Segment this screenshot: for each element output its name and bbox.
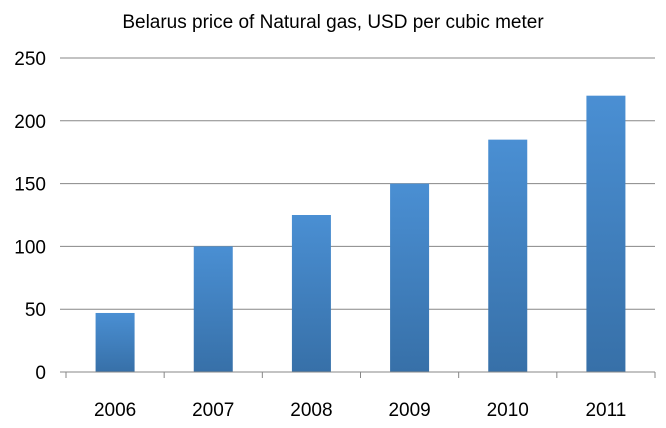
bar-2011 <box>586 95 626 373</box>
x-tick-label: 2006 <box>94 400 136 421</box>
chart-title: Belarus price of Natural gas, USD per cu… <box>122 12 544 33</box>
bar-2007 <box>193 246 233 372</box>
y-tick-label: 0 <box>35 363 46 384</box>
bar-2008 <box>291 215 331 372</box>
y-axis-tick-labels: 0 50 100 150 200 250 <box>14 49 46 384</box>
x-axis <box>60 371 656 378</box>
y-tick-label: 250 <box>14 49 46 70</box>
x-tick-label: 2008 <box>290 400 332 421</box>
x-tick-label: 2010 <box>487 400 529 421</box>
x-tick-label: 2009 <box>388 400 430 421</box>
x-tick-label: 2011 <box>585 400 626 421</box>
bar-2009 <box>390 183 430 372</box>
bars <box>95 95 626 373</box>
y-tick-label: 200 <box>14 112 46 133</box>
y-tick-label: 50 <box>25 300 46 321</box>
gridlines <box>60 57 655 310</box>
bar-2010 <box>488 139 528 372</box>
y-tick-label: 150 <box>14 175 46 196</box>
x-tick-label: 2007 <box>192 400 234 421</box>
bar-2006 <box>95 312 135 372</box>
x-axis-tick-labels: 2006 2007 2008 2009 2010 2011 <box>94 400 626 421</box>
y-tick-label: 100 <box>14 237 46 258</box>
